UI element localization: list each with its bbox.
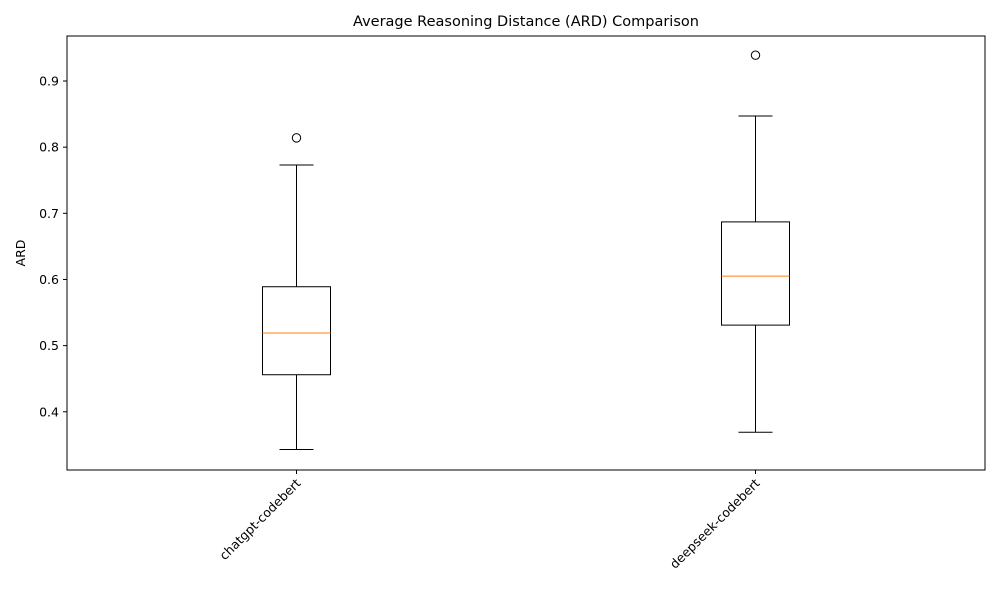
axes-frame [66, 35, 986, 471]
outlier-point [291, 133, 302, 143]
y-tick-label: 0.6 [39, 272, 59, 287]
y-axis-label: ARD [13, 240, 28, 267]
y-tick-label: 0.4 [39, 404, 59, 419]
iqr-box [721, 221, 790, 326]
y-tick-label: 0.5 [39, 338, 59, 353]
x-tick-label: chatgpt-codebert [216, 475, 303, 562]
chart-title: Average Reasoning Distance (ARD) Compari… [353, 14, 699, 30]
x-tick-label: deepseek-codebert [667, 475, 763, 571]
y-tick-label: 0.9 [39, 73, 59, 88]
iqr-box [262, 286, 331, 376]
outlier-point [750, 50, 761, 60]
y-tick-label: 0.8 [39, 140, 59, 155]
y-tick-label: 0.7 [39, 206, 59, 221]
plot-area: 0.4 0.5 0.6 0.7 0.8 0.9 chatgpt-codebert deepse… [39, 35, 986, 571]
